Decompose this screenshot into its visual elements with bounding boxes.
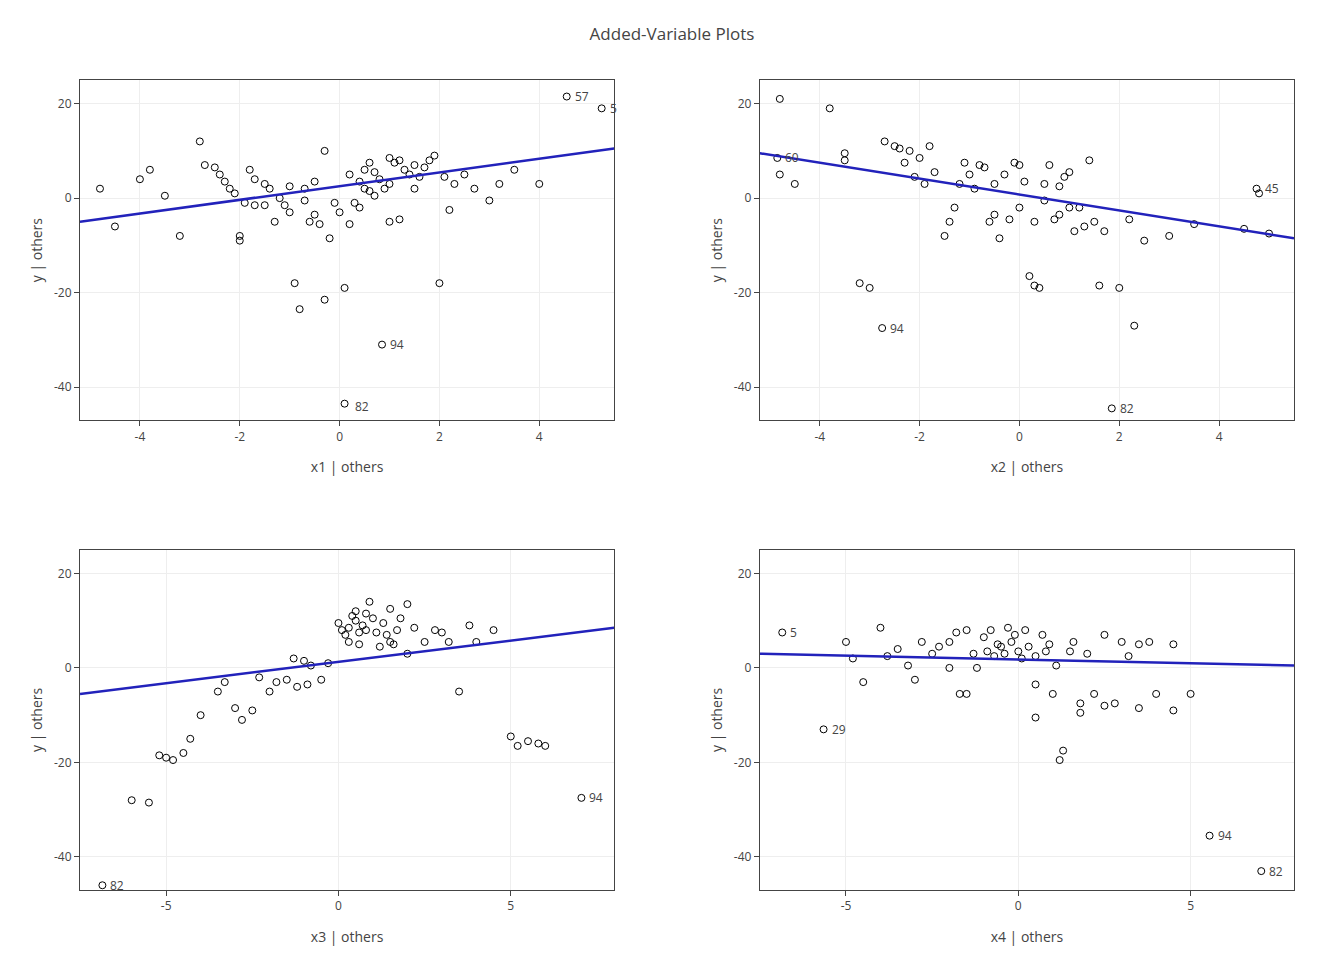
svg-text:x4 | others: x4 | others xyxy=(991,927,1064,946)
svg-text:0: 0 xyxy=(745,659,752,676)
svg-text:y | others: y | others xyxy=(27,687,46,752)
svg-text:-5: -5 xyxy=(841,897,852,914)
svg-text:-20: -20 xyxy=(54,284,72,301)
svg-text:0: 0 xyxy=(1016,428,1023,445)
svg-text:x2 | others: x2 | others xyxy=(991,457,1064,476)
svg-text:57: 57 xyxy=(575,88,589,105)
svg-text:-2: -2 xyxy=(234,428,245,445)
svg-text:94: 94 xyxy=(1218,827,1232,844)
svg-text:-20: -20 xyxy=(54,754,72,771)
svg-text:-4: -4 xyxy=(135,428,146,445)
svg-text:0: 0 xyxy=(745,189,752,206)
svg-text:2: 2 xyxy=(436,428,443,445)
svg-text:94: 94 xyxy=(589,789,603,806)
svg-text:-2: -2 xyxy=(914,428,925,445)
svg-text:82: 82 xyxy=(355,398,369,415)
svg-text:94: 94 xyxy=(890,320,904,337)
svg-text:5: 5 xyxy=(507,897,514,914)
svg-text:x3 | others: x3 | others xyxy=(311,927,384,946)
svg-text:82: 82 xyxy=(1120,400,1134,417)
svg-text:20: 20 xyxy=(58,95,72,112)
svg-text:x1 | others: x1 | others xyxy=(311,457,384,476)
svg-text:20: 20 xyxy=(738,565,752,582)
svg-text:29: 29 xyxy=(832,721,846,738)
svg-text:20: 20 xyxy=(58,565,72,582)
svg-text:Added-Variable Plots: Added-Variable Plots xyxy=(590,22,755,45)
svg-text:-20: -20 xyxy=(734,754,752,771)
svg-text:82: 82 xyxy=(110,877,124,894)
svg-text:0: 0 xyxy=(1015,897,1022,914)
svg-text:-4: -4 xyxy=(814,428,825,445)
svg-text:y | others: y | others xyxy=(707,687,726,752)
svg-text:-40: -40 xyxy=(734,378,752,395)
svg-text:45: 45 xyxy=(1265,180,1279,197)
svg-text:60: 60 xyxy=(785,149,799,166)
svg-text:2: 2 xyxy=(1116,428,1123,445)
svg-text:-40: -40 xyxy=(54,848,72,865)
svg-text:-40: -40 xyxy=(734,848,752,865)
svg-text:5: 5 xyxy=(1187,897,1194,914)
svg-text:20: 20 xyxy=(738,95,752,112)
svg-text:5: 5 xyxy=(610,100,617,117)
svg-text:-20: -20 xyxy=(734,284,752,301)
svg-text:0: 0 xyxy=(336,428,343,445)
svg-text:0: 0 xyxy=(65,659,72,676)
svg-text:4: 4 xyxy=(1216,428,1223,445)
svg-text:y | others: y | others xyxy=(27,218,46,283)
svg-text:-5: -5 xyxy=(161,897,172,914)
svg-text:0: 0 xyxy=(335,897,342,914)
svg-text:y | others: y | others xyxy=(707,218,726,283)
svg-text:0: 0 xyxy=(65,189,72,206)
svg-text:5: 5 xyxy=(790,624,797,641)
svg-text:82: 82 xyxy=(1269,863,1283,880)
svg-text:94: 94 xyxy=(390,336,404,353)
svg-text:4: 4 xyxy=(536,428,543,445)
svg-text:-40: -40 xyxy=(54,378,72,395)
